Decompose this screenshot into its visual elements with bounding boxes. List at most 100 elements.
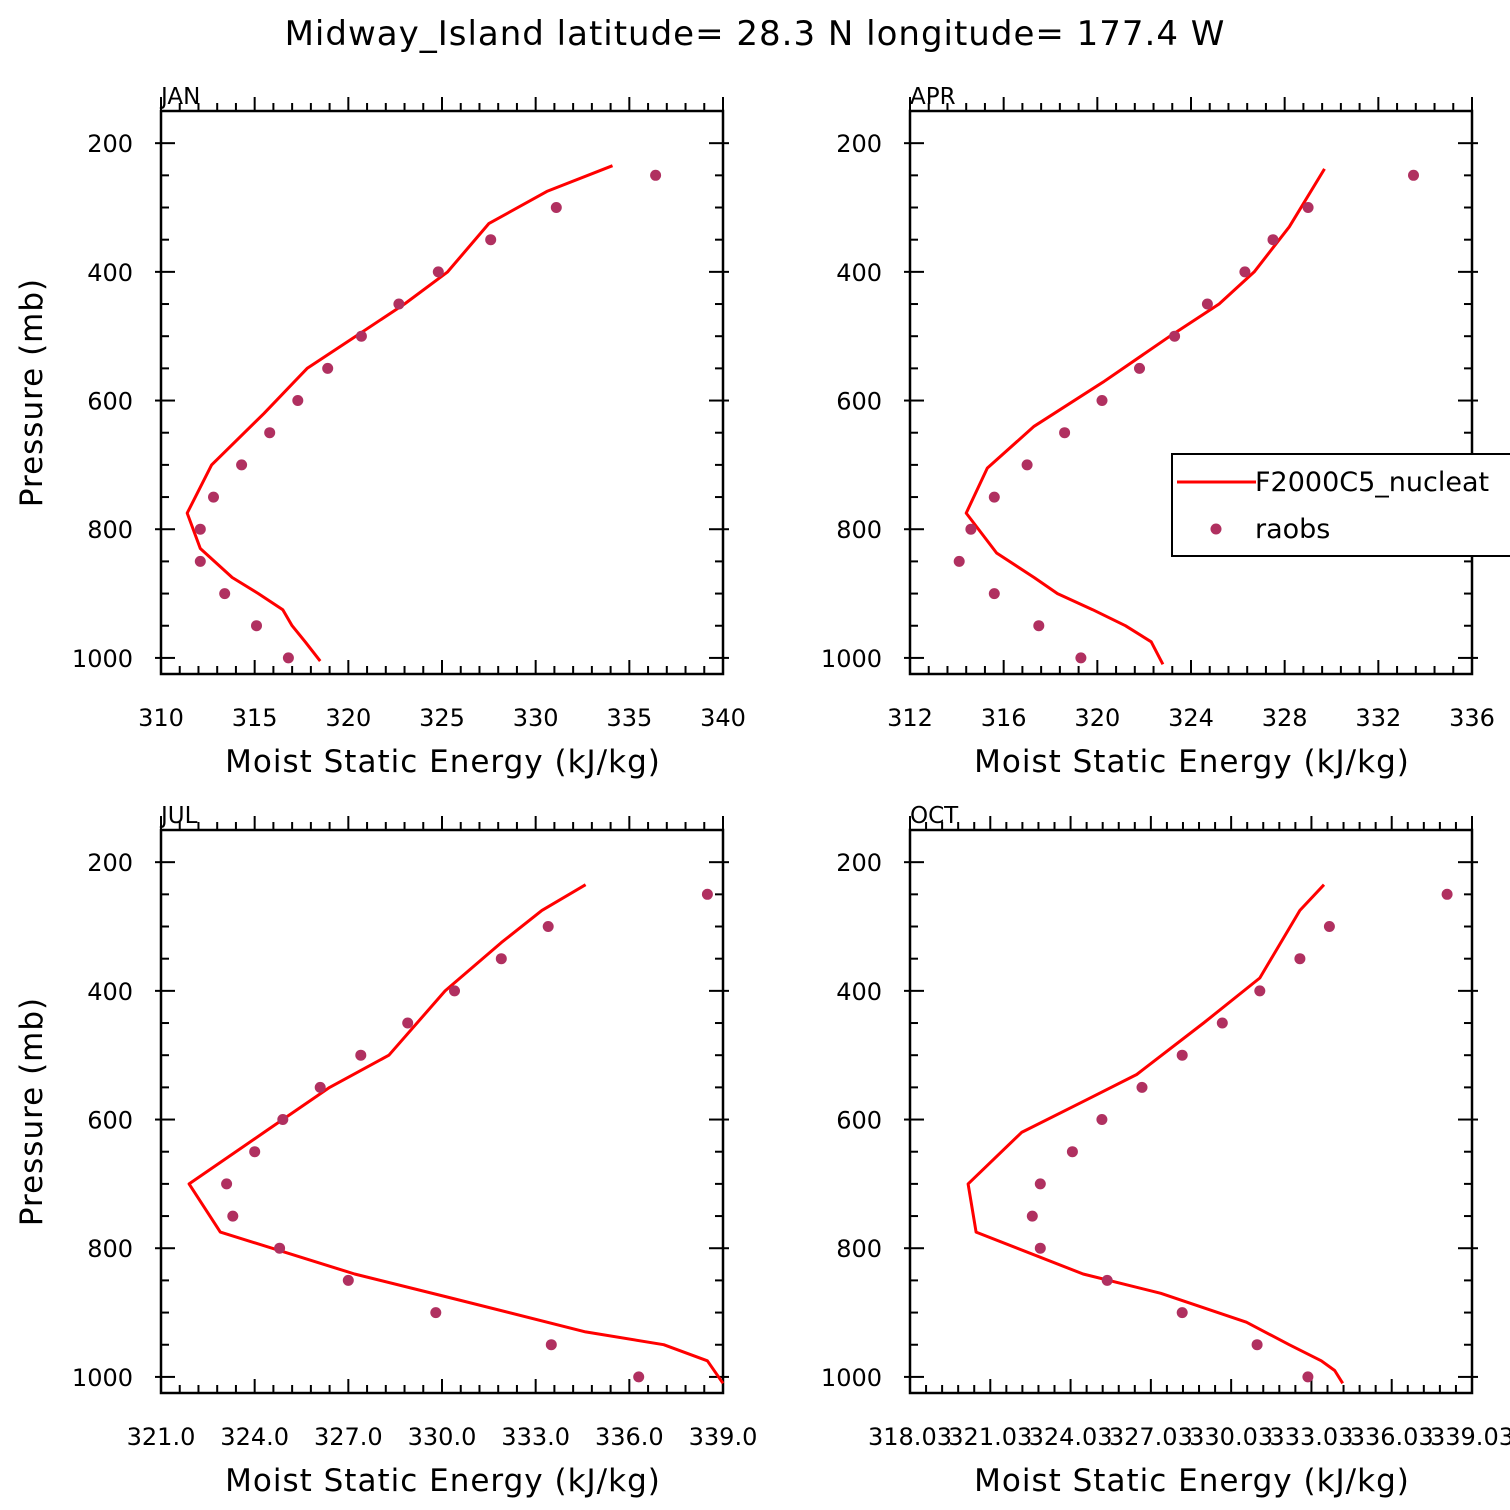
- x-tick-label: 339.0: [689, 1423, 758, 1451]
- obs-point: [292, 395, 304, 406]
- obs-point: [1216, 1017, 1228, 1029]
- y-tick-label: 600: [836, 1107, 882, 1135]
- obs-point: [1096, 1114, 1108, 1125]
- panel-oct: OCT 200 400 600 800 1000 318.03321.03324.03327…: [821, 803, 1510, 1499]
- obs-point: [495, 953, 507, 965]
- x-tick-label: 330.0: [408, 1423, 477, 1451]
- x-tick-label: 320: [325, 704, 371, 732]
- y-tick-label: 600: [87, 388, 133, 416]
- obs-point: [633, 1371, 645, 1383]
- legend-box: [1171, 453, 1510, 557]
- y-tick-label: 800: [836, 516, 882, 544]
- obs-point: [988, 491, 1000, 503]
- x-tick-label: 324.0: [220, 1423, 289, 1451]
- x-tick-label: 328: [1262, 704, 1308, 732]
- obs-point: [393, 298, 405, 310]
- x-tick-label: 321.0: [127, 1423, 196, 1451]
- obs-point: [1101, 1274, 1113, 1286]
- y-tick-label: 1000: [72, 645, 133, 673]
- y-tick-label: 400: [87, 259, 133, 287]
- obs-point: [650, 169, 662, 181]
- obs-point: [355, 330, 367, 342]
- obs-point: [550, 202, 562, 213]
- y-tick-label: 1000: [821, 645, 882, 673]
- obs-point: [1021, 459, 1033, 471]
- x-axis-label: Moist Static Energy (kJ/kg): [974, 744, 1410, 780]
- x-tick-label: 333.0: [501, 1423, 570, 1451]
- obs-point: [1239, 266, 1251, 278]
- obs-point: [449, 985, 460, 997]
- obs-point: [1408, 169, 1419, 181]
- legend-label-model: F2000C5_nucleat: [1255, 467, 1489, 498]
- panel-apr: APR 200 400 600 800 1000 312 316 320 324 328 332 336…: [821, 84, 1495, 780]
- obs-point: [1169, 330, 1181, 342]
- obs-point: [219, 588, 231, 600]
- y-tick-label: 800: [87, 1235, 133, 1263]
- obs-point: [1096, 395, 1108, 406]
- x-tick-label: 324: [1168, 704, 1214, 732]
- obs-point: [430, 1307, 442, 1319]
- obs-point: [277, 1114, 289, 1125]
- x-tick-label: 316: [981, 704, 1027, 732]
- x-tick-label: 340: [700, 704, 746, 732]
- series-line-model: [966, 883, 1344, 1385]
- x-tick-label: 333.03: [1269, 1423, 1353, 1451]
- obs-point: [208, 491, 219, 503]
- x-axis-label: Moist Static Energy (kJ/kg): [225, 1463, 661, 1499]
- obs-point: [355, 1049, 367, 1061]
- obs-point: [485, 234, 497, 246]
- obs-point: [1302, 202, 1314, 213]
- obs-point: [432, 266, 444, 278]
- obs-point: [194, 555, 206, 567]
- obs-point: [1201, 298, 1213, 310]
- y-tick-label: 600: [87, 1107, 133, 1135]
- obs-point: [988, 588, 1000, 600]
- obs-point: [264, 427, 276, 439]
- panel-label: APR: [910, 84, 956, 110]
- series-line-model: [964, 168, 1326, 665]
- x-tick-label: 330: [513, 704, 559, 732]
- y-tick-label: 600: [836, 388, 882, 416]
- obs-point: [251, 620, 262, 632]
- x-tick-label: 327.0: [314, 1423, 383, 1451]
- panel-label: JUL: [159, 803, 198, 829]
- obs-point: [1251, 1339, 1263, 1351]
- y-axis-label: Pressure (mb): [14, 997, 50, 1226]
- obs-point: [221, 1178, 233, 1190]
- x-tick-label: 327.03: [1109, 1423, 1193, 1451]
- x-tick-label: 336.0: [595, 1423, 664, 1451]
- legend-label-obs: raobs: [1255, 514, 1330, 545]
- y-tick-label: 800: [87, 516, 133, 544]
- x-tick-label: 335: [606, 704, 652, 732]
- y-tick-label: 400: [87, 978, 133, 1006]
- x-axis-label: Moist Static Energy (kJ/kg): [974, 1463, 1410, 1499]
- y-tick-label: 1000: [72, 1364, 133, 1392]
- obs-point: [542, 921, 554, 932]
- y-tick-label: 400: [836, 259, 882, 287]
- x-axis-label: Moist Static Energy (kJ/kg): [225, 744, 661, 780]
- plot-frame: [159, 109, 725, 676]
- obs-point: [322, 362, 334, 374]
- x-tick-label: 339.03: [1430, 1423, 1510, 1451]
- obs-point: [282, 652, 294, 664]
- x-tick-label: 321.03: [948, 1423, 1032, 1451]
- obs-point: [1441, 888, 1453, 900]
- obs-point: [1136, 1081, 1148, 1093]
- obs-point: [1034, 1178, 1046, 1190]
- y-axis-label: Pressure (mb): [14, 278, 50, 507]
- obs-point: [1294, 953, 1306, 965]
- y-tick-label: 200: [836, 849, 882, 877]
- obs-point: [1134, 362, 1145, 374]
- legend-marker-swatch: [1210, 523, 1222, 535]
- y-tick-label: 200: [836, 130, 882, 158]
- plot-frame: [908, 828, 1474, 1395]
- x-tick-label: 320: [1074, 704, 1120, 732]
- x-tick-label: 325: [419, 704, 465, 732]
- x-tick-label: 330.03: [1189, 1423, 1273, 1451]
- y-tick-label: 200: [87, 130, 133, 158]
- obs-point: [1176, 1049, 1188, 1061]
- panel-label: OCT: [910, 803, 959, 829]
